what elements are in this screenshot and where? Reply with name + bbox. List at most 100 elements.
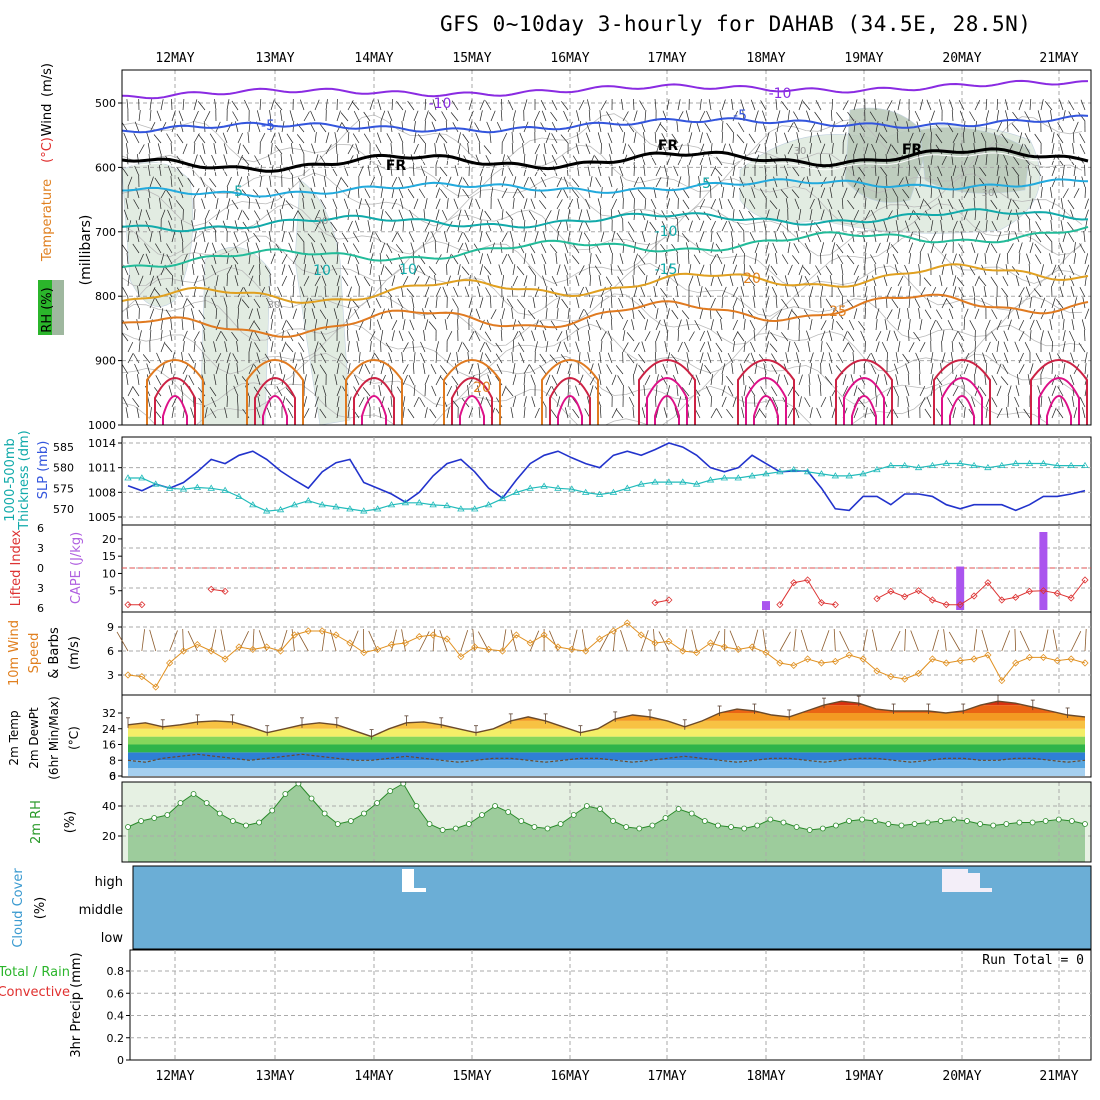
wind-barb (1073, 121, 1079, 133)
wind-barb (984, 186, 987, 199)
wind-barb (1015, 407, 1020, 419)
wind-barb (253, 386, 261, 397)
wind-barb (923, 277, 932, 287)
rh-point (190, 791, 197, 797)
surface-loop (654, 395, 680, 425)
wind-barb (1079, 133, 1086, 144)
wind-barb (886, 385, 892, 397)
tick-label: 3 (37, 542, 44, 555)
wind-barb (270, 341, 274, 353)
wind-barb (475, 308, 481, 320)
wind-barb (589, 375, 596, 386)
wind-barb (906, 121, 910, 133)
contour-label: 25 (829, 304, 847, 320)
wind-barb (564, 264, 569, 276)
wind-barb (406, 288, 415, 298)
thickness-point (235, 492, 243, 499)
thickness-point (1039, 459, 1048, 466)
contour-label: -10 (429, 96, 452, 112)
wind-barb (1007, 198, 1012, 210)
tick-label: 580 (53, 462, 74, 475)
wind-barb (479, 99, 485, 111)
rh-point (295, 782, 302, 787)
wind-barb (236, 395, 239, 408)
wind-barb (1071, 396, 1075, 408)
wind-barb (164, 343, 173, 353)
wind-barb (985, 341, 991, 353)
wind-barb (974, 296, 976, 309)
wind-barb (289, 110, 294, 122)
wind-barb (705, 287, 712, 298)
wind-barb (545, 341, 549, 353)
wind-barb (336, 286, 340, 298)
wind-barb (550, 320, 558, 331)
wind-barb (221, 331, 228, 342)
wind-barb (1084, 264, 1090, 276)
wind-barb (842, 385, 849, 397)
wind-barb (829, 209, 833, 221)
wind-barb (127, 386, 134, 397)
wind-barb (896, 131, 899, 144)
wind-barb (710, 186, 712, 199)
wind-barb (1051, 308, 1055, 320)
wind-barb (1079, 143, 1086, 155)
wind-barb (951, 340, 954, 353)
wind-barb (600, 297, 604, 309)
rh-point (1055, 816, 1062, 823)
wind-barb (549, 244, 558, 254)
wind-barb (391, 330, 395, 342)
wind-barb (402, 110, 406, 122)
thickness-point (401, 499, 410, 506)
wind-barb (780, 189, 789, 199)
wind-barb (886, 286, 892, 298)
wind-barb (816, 407, 822, 419)
wind-barb (914, 110, 921, 122)
wind-barb (336, 385, 342, 397)
tick-label: 585 (53, 441, 74, 454)
wind-barb (910, 630, 919, 652)
wind-barb (996, 209, 1001, 221)
wind-speed-point (485, 645, 493, 653)
wind-barb (918, 308, 921, 320)
surface-loop (835, 359, 893, 425)
wind-barb (985, 319, 991, 331)
wind-barb (748, 133, 756, 144)
wind-barb (963, 176, 967, 188)
wind-barb (974, 154, 979, 166)
wind-barb (958, 199, 965, 210)
wind-barb (169, 297, 173, 309)
wind-barb (567, 396, 570, 408)
thickness-point (776, 468, 784, 475)
wind-barb (380, 209, 384, 221)
wind-barb (142, 354, 151, 364)
wind-barb (941, 154, 948, 166)
wind-barb (732, 253, 738, 265)
wind-barb (257, 396, 261, 408)
wind-barb (561, 298, 569, 309)
wind-barb (523, 176, 529, 188)
temp-band (128, 768, 1085, 776)
wind-barb (259, 176, 263, 188)
wind-barb (303, 308, 306, 320)
wind-barb (279, 308, 283, 320)
wind-barb (699, 308, 704, 320)
wind-barb (355, 209, 360, 221)
wind-barb (1057, 353, 1064, 364)
wind-barb (468, 407, 474, 419)
wind-barb (233, 242, 239, 254)
surface-loop (1038, 377, 1080, 425)
wind-barb (424, 384, 426, 397)
date-label: 19MAY (844, 1069, 883, 1084)
wind-barb (297, 177, 305, 188)
tick-label: 6 (37, 602, 44, 615)
wind-barb (391, 232, 398, 243)
wind-barb (1006, 407, 1009, 419)
wind-barb (1003, 154, 1009, 166)
wind-barb (496, 364, 503, 375)
tick-label: 800 (95, 290, 116, 303)
wind-barb (716, 331, 723, 342)
wind-barb (226, 373, 228, 386)
wind-barb (477, 363, 481, 375)
wind-barb (285, 200, 294, 210)
